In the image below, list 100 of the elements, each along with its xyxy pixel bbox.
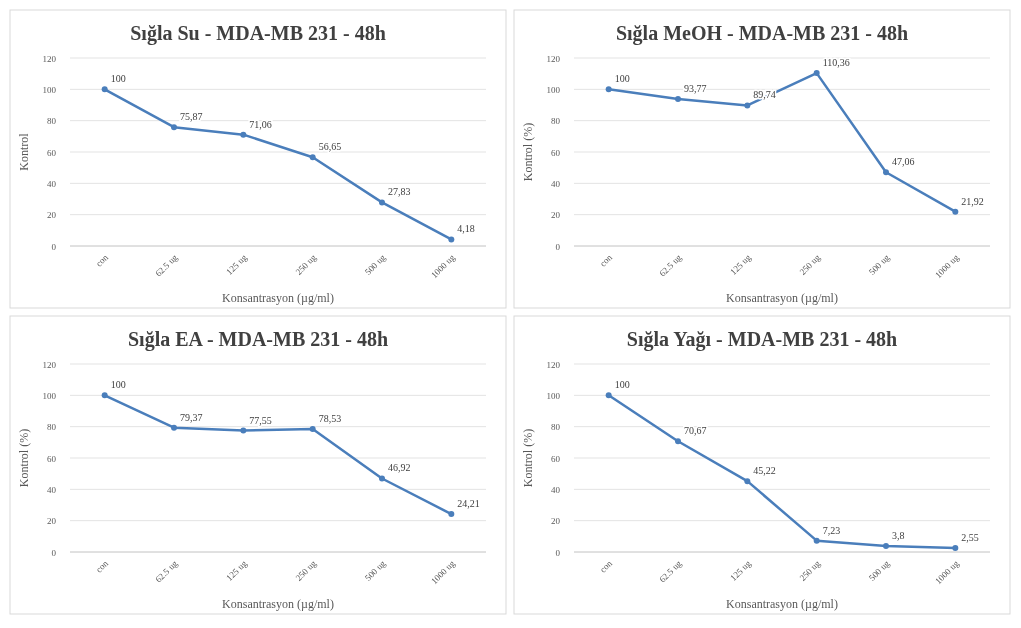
y-tick-label: 20: [551, 516, 561, 527]
x-tick-label: 500 ug: [866, 557, 892, 583]
y-tick-label: 40: [551, 178, 561, 189]
point: [171, 424, 177, 431]
y-tick-label: 120: [546, 359, 561, 370]
y-tick-label: 60: [47, 453, 57, 464]
point: [379, 199, 385, 206]
x-tick-label: con: [93, 557, 111, 575]
data-label: 21,92: [961, 195, 984, 207]
data-label: 71,06: [249, 118, 272, 130]
y-axis-title: Kontrol (%): [17, 428, 31, 488]
chart-title: Sığla EA - MDA-MB 231 - 48h: [128, 328, 388, 351]
x-tick-label: 62.5 ug: [153, 251, 180, 279]
y-tick-label: 120: [546, 53, 561, 64]
point: [171, 124, 177, 131]
x-tick-label: 500 ug: [362, 251, 388, 277]
y-axis-title: Kontrol: [17, 132, 31, 171]
y-tick-label: 60: [551, 453, 561, 464]
data-label: 3,8: [892, 530, 905, 542]
point: [744, 102, 751, 109]
y-axis-title: Kontrol (%): [521, 428, 535, 488]
point: [309, 425, 316, 432]
x-tick-label: 250 ug: [293, 251, 319, 277]
point: [101, 86, 108, 93]
data-label: 100: [614, 73, 630, 85]
y-tick-label: 80: [47, 116, 57, 127]
data-label: 7,23: [822, 524, 841, 536]
x-tick-label: 1000 ug: [428, 557, 458, 587]
y-tick-label: 100: [546, 84, 561, 95]
point: [240, 427, 247, 434]
point: [675, 438, 681, 445]
y-tick-label: 40: [47, 484, 57, 495]
data-label: 70,67: [684, 425, 707, 437]
data-label: 45,22: [753, 465, 776, 477]
x-tick-label: con: [597, 557, 615, 575]
x-tick-label: 62.5 ug: [153, 557, 180, 585]
x-tick-label: 1000 ug: [932, 251, 962, 281]
data-label: 47,06: [892, 156, 915, 168]
point: [379, 475, 385, 482]
point: [813, 537, 820, 544]
x-tick-label: 500 ug: [866, 251, 892, 277]
x-tick-label: 1000 ug: [428, 251, 458, 281]
y-tick-label: 20: [47, 516, 57, 527]
point: [605, 86, 612, 93]
x-axis-title: Konsantrasyon (µg/ml): [222, 291, 334, 305]
y-tick-label: 100: [546, 390, 561, 401]
x-axis-title: Konsantrasyon (µg/ml): [222, 597, 334, 611]
point: [952, 545, 959, 552]
x-axis-title: Konsantrasyon (µg/ml): [726, 597, 838, 611]
x-tick-label: 62.5 ug: [657, 251, 684, 279]
data-label: 27,83: [388, 186, 411, 198]
y-tick-label: 60: [551, 147, 561, 158]
point: [309, 154, 316, 161]
data-label: 24,21: [457, 498, 480, 510]
x-tick-label: 250 ug: [797, 251, 823, 277]
y-tick-label: 40: [551, 484, 561, 495]
x-tick-label: 125 ug: [224, 251, 250, 277]
point: [448, 236, 455, 243]
y-tick-label: 80: [551, 422, 561, 433]
x-tick-label: 250 ug: [293, 557, 319, 583]
x-tick-label: 1000 ug: [932, 557, 962, 587]
point: [448, 511, 455, 518]
point: [883, 543, 889, 550]
x-tick-label: con: [93, 251, 111, 269]
x-tick-label: 125 ug: [728, 557, 754, 583]
x-tick-label: 62.5 ug: [657, 557, 684, 585]
data-label: 2,55: [961, 532, 979, 544]
x-axis-title: Konsantrasyon (µg/ml): [726, 291, 838, 305]
chart-title: Sığla Yağı - MDA-MB 231 - 48h: [626, 328, 898, 351]
point: [883, 169, 889, 176]
point: [813, 70, 820, 77]
y-axis-title: Kontrol (%): [521, 122, 535, 182]
data-label: 100: [614, 379, 630, 391]
y-tick-label: 120: [42, 359, 57, 370]
y-tick-label: 120: [42, 53, 57, 64]
x-tick-label: 125 ug: [224, 557, 250, 583]
y-tick-label: 60: [47, 147, 57, 158]
chart-title: Sığla Su - MDA-MB 231 - 48h: [130, 22, 386, 45]
data-label: 75,87: [180, 111, 203, 123]
data-label: 56,65: [318, 141, 342, 153]
point: [675, 96, 681, 103]
y-tick-label: 0: [51, 241, 57, 252]
data-label: 93,77: [684, 83, 707, 95]
x-tick-label: 250 ug: [797, 557, 823, 583]
chart-title: Sığla MeOH - MDA-MB 231 - 48h: [615, 22, 909, 45]
y-tick-label: 80: [551, 116, 561, 127]
data-label: 100: [110, 379, 126, 391]
y-tick-label: 20: [551, 210, 561, 221]
y-tick-label: 0: [555, 241, 561, 252]
y-tick-label: 100: [42, 84, 57, 95]
y-tick-label: 0: [555, 547, 561, 558]
point: [952, 208, 959, 215]
data-label: 78,53: [318, 412, 342, 424]
y-tick-label: 100: [42, 390, 57, 401]
y-tick-label: 20: [47, 210, 57, 221]
y-tick-label: 0: [51, 547, 57, 558]
data-label: 46,92: [388, 462, 411, 474]
y-tick-label: 40: [47, 178, 57, 189]
y-tick-label: 80: [47, 422, 57, 433]
data-label: 77,55: [249, 414, 272, 426]
